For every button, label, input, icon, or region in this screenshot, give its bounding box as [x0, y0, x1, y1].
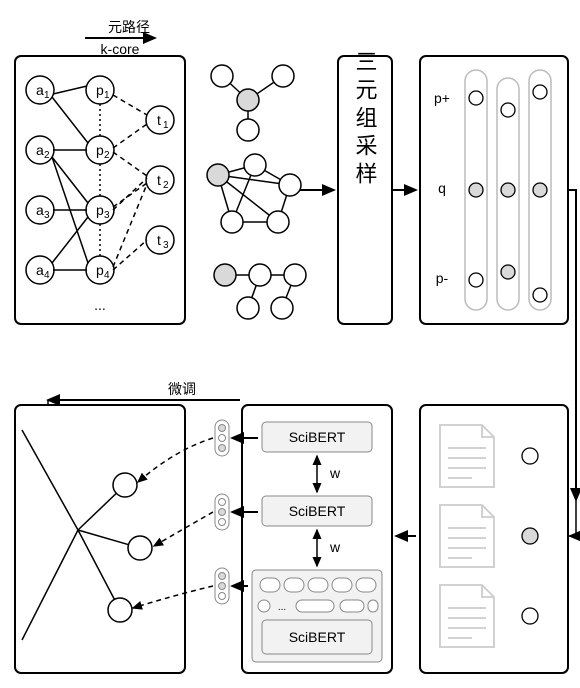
- diagram-root: 元路径 k-core a1 a2 a3 a4 p1 p2 p3 p4 t1 t2…: [0, 0, 580, 688]
- svg-text:p: p: [96, 142, 104, 158]
- svg-text:...: ...: [278, 602, 286, 613]
- arrow-right-down: [568, 190, 576, 500]
- svg-text:2: 2: [44, 150, 50, 161]
- svg-text:1: 1: [44, 90, 50, 101]
- svg-text:a: a: [36, 202, 44, 218]
- svg-text:t: t: [157, 112, 161, 128]
- tree-panel: [15, 405, 185, 673]
- svg-text:t: t: [157, 232, 161, 248]
- svg-text:2: 2: [163, 180, 169, 191]
- svg-text:a: a: [36, 262, 44, 278]
- scibert-label-2: SciBERT: [289, 503, 346, 519]
- svg-text:a: a: [36, 82, 44, 98]
- token-bar: [260, 578, 376, 592]
- svg-text:1: 1: [163, 120, 169, 131]
- p-plus-label: p+: [434, 90, 450, 106]
- graph-ellipsis: ...: [94, 297, 106, 313]
- t-nodes: t1 t2 t3: [146, 106, 174, 254]
- svg-text:p: p: [96, 202, 104, 218]
- svg-text:4: 4: [104, 270, 110, 281]
- svg-text:a: a: [36, 142, 44, 158]
- p-minus-label: p-: [436, 270, 449, 286]
- finetune-label: 微调: [168, 381, 196, 397]
- svg-text:4: 4: [44, 270, 50, 281]
- kcore-label: k-core: [101, 41, 140, 57]
- meta-path-label: 元路径: [108, 19, 150, 35]
- w-label-1: w: [329, 465, 341, 481]
- svg-text:t: t: [157, 172, 161, 188]
- svg-text:3: 3: [44, 210, 50, 221]
- w-label-2: w: [329, 539, 341, 555]
- svg-text:p: p: [96, 262, 104, 278]
- svg-text:3: 3: [104, 210, 110, 221]
- svg-text:p: p: [96, 82, 104, 98]
- embedding-columns: [465, 70, 551, 310]
- svg-text:3: 3: [163, 240, 169, 251]
- subgraphs: [207, 65, 306, 319]
- embedding-chips: [215, 420, 229, 604]
- svg-text:1: 1: [104, 90, 110, 101]
- scibert-label-1: SciBERT: [289, 429, 346, 445]
- svg-text:2: 2: [104, 150, 110, 161]
- q-label: q: [438, 180, 446, 196]
- sampling-label: 三元组采样: [353, 50, 378, 190]
- scibert-label-3: SciBERT: [289, 629, 346, 645]
